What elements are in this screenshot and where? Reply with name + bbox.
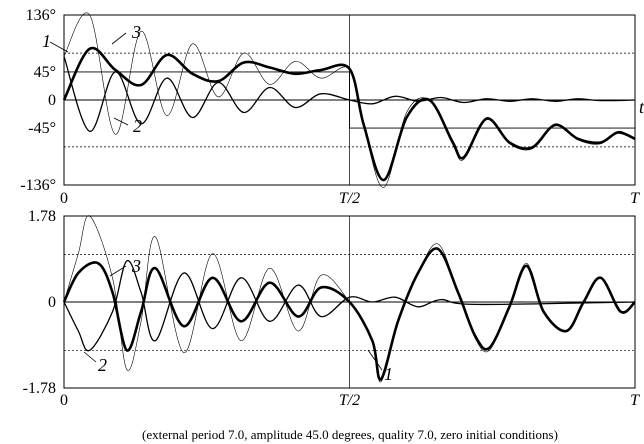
curve-label-1: 1 [384, 364, 393, 384]
series-line-2 [63, 260, 636, 352]
x-tick-label: 0 [60, 190, 68, 207]
x-tick-label: T/2 [339, 190, 360, 207]
x-tick-label: T/2 [339, 392, 360, 409]
x-tick-label: T [630, 190, 640, 207]
curve-label-1: 1 [42, 31, 51, 51]
x-tick-label: 0 [60, 392, 68, 409]
series-line-2 [63, 56, 636, 132]
y-tick-label: 0 [48, 92, 56, 109]
curve-label-leader [109, 265, 127, 277]
curve-label-leader [113, 117, 129, 126]
curve-label-leader [367, 349, 383, 371]
y-tick-label: -136° [20, 177, 56, 194]
curve-label-leader [111, 32, 127, 45]
series-line-1 [62, 46, 636, 182]
curve-label-2: 2 [133, 116, 142, 136]
figure-caption: (external period 7.0, amplitude 45.0 deg… [142, 427, 558, 442]
external-step-line [64, 71, 635, 129]
y-tick-label: -45° [28, 120, 56, 137]
series-line-3 [63, 215, 636, 383]
series-line-3 [63, 12, 636, 188]
y-tick-label: -1.78 [23, 380, 56, 397]
x-tick-label: T [630, 392, 640, 409]
y-tick-label: 0 [48, 294, 56, 311]
curve-label-3: 3 [131, 256, 141, 276]
curve-label-leader [83, 351, 97, 363]
time-axis-label: t [639, 97, 644, 117]
y-tick-label: 136° [26, 7, 56, 24]
y-tick-label: 45° [34, 64, 56, 81]
curve-label-3: 3 [131, 22, 141, 42]
curve-label-leader [49, 41, 69, 53]
y-tick-label: 1.78 [28, 208, 56, 225]
curve-label-2: 2 [98, 355, 107, 375]
